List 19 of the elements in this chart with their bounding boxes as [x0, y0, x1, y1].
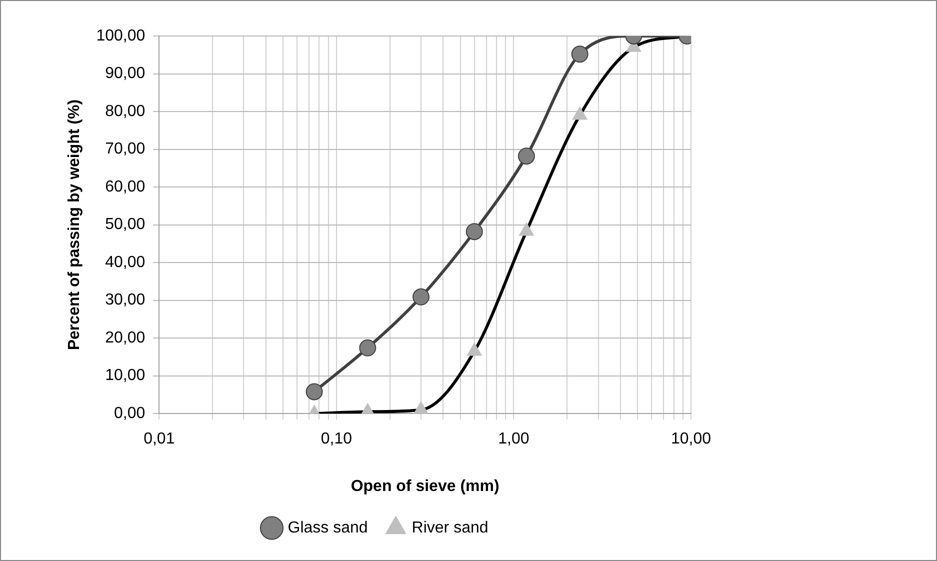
x-tick-label: 1,00 — [498, 430, 530, 448]
x-tick-label: 0,01 — [144, 430, 175, 448]
y-tick-label: 90,00 — [105, 65, 146, 82]
y-tick-label: 100,00 — [96, 27, 146, 44]
legend-label: Glass sand — [288, 519, 368, 536]
x-tick-label: 0,10 — [320, 430, 352, 448]
x-axis-title: Open of sieve (mm) — [350, 478, 500, 495]
legend-label: River sand — [412, 519, 488, 536]
y-tick-label: 10,00 — [105, 367, 146, 384]
y-tick-label: 30,00 — [105, 292, 146, 309]
y-tick-label: 40,00 — [105, 254, 146, 271]
y-tick-label: 50,00 — [105, 216, 146, 234]
y-tick-label: 0,00 — [114, 405, 146, 422]
x-tick-label: 10,00 — [670, 430, 712, 448]
y-tick-label: 20,00 — [105, 329, 146, 346]
y-tick-label: 60,00 — [105, 178, 146, 196]
y-tick-label: 80,00 — [105, 102, 146, 120]
y-axis-title: Percent of passing by weight (%) — [66, 99, 84, 350]
y-tick-label: 70,00 — [105, 140, 146, 158]
